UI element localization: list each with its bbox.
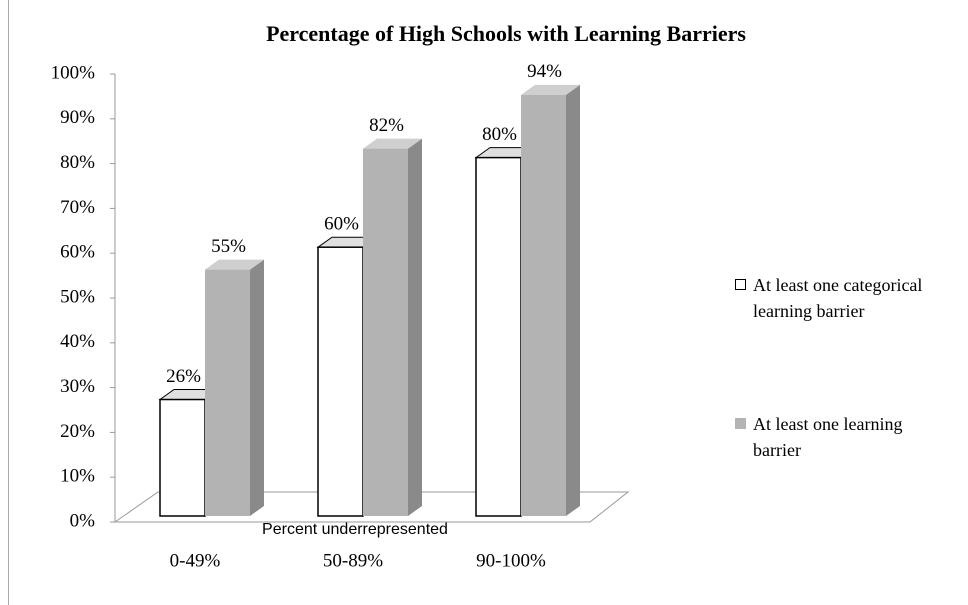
bar-side: [566, 84, 580, 516]
y-tick-label: 50%: [60, 286, 95, 307]
y-tick-label: 30%: [60, 376, 95, 397]
y-tick-label: 10%: [60, 466, 95, 487]
legend-item: At least one learning barrier: [735, 411, 923, 463]
x-tick-label: 90-100%: [476, 550, 546, 571]
y-tick-label: 90%: [60, 107, 95, 128]
bar: [159, 398, 206, 517]
x-axis-label: Percent underrepresented: [262, 521, 448, 538]
legend-swatch: [735, 279, 746, 290]
legend-label: At least one learning barrier: [753, 414, 903, 460]
x-tick-label: 50-89%: [323, 550, 383, 571]
chart-title: Percentage of High Schools with Learning…: [266, 21, 746, 46]
y-tick-label: 0%: [70, 510, 96, 531]
bar: [363, 148, 408, 516]
value-label: 60%: [324, 214, 359, 235]
bar-side: [250, 259, 264, 516]
bar-top: [205, 259, 264, 270]
bar: [317, 246, 364, 517]
legend-swatch: [735, 418, 746, 429]
legend-label: At least one categorical learning barrie…: [753, 275, 923, 321]
bar-side: [408, 138, 422, 516]
y-tick-label: 100%: [51, 62, 96, 83]
value-label: 26%: [166, 366, 201, 387]
x-tick-label: 0-49%: [170, 550, 221, 571]
bar: [521, 94, 566, 516]
value-label: 80%: [482, 124, 517, 145]
y-tick-label: 60%: [60, 242, 95, 263]
legend-item: At least one categorical learning barrie…: [735, 272, 923, 324]
value-label: 82%: [369, 115, 404, 136]
y-tick-label: 80%: [60, 152, 95, 173]
value-label: 94%: [527, 61, 562, 82]
y-tick-label: 20%: [60, 421, 95, 442]
bar-top: [363, 138, 422, 149]
value-label: 55%: [211, 236, 246, 257]
y-tick-label: 40%: [60, 331, 95, 352]
bar: [475, 156, 522, 517]
bar-top: [521, 84, 580, 95]
y-tick-label: 70%: [60, 197, 95, 218]
bar: [205, 269, 250, 516]
floor: [114, 491, 630, 523]
